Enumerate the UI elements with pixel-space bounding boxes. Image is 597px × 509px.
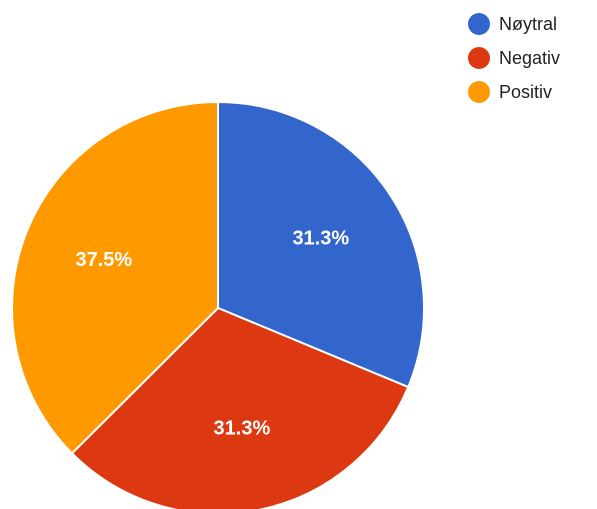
legend-item-3: Positiv [468,82,560,102]
legend-item-2: Negativ [468,48,560,68]
legend-label-1: Nøytral [499,14,557,35]
legend-label-2: Negativ [499,48,560,69]
legend-swatch-3 [468,81,490,103]
legend-swatch-1 [468,13,490,35]
data-label-1: 31.3% [292,228,349,250]
legend: Nøytral Negativ Positiv [468,14,560,116]
legend-swatch-2 [468,47,490,69]
legend-item-1: Nøytral [468,14,560,34]
data-label-2: 31.3% [214,418,271,440]
legend-label-3: Positiv [499,82,552,103]
data-label-3: 37.5% [76,249,133,271]
